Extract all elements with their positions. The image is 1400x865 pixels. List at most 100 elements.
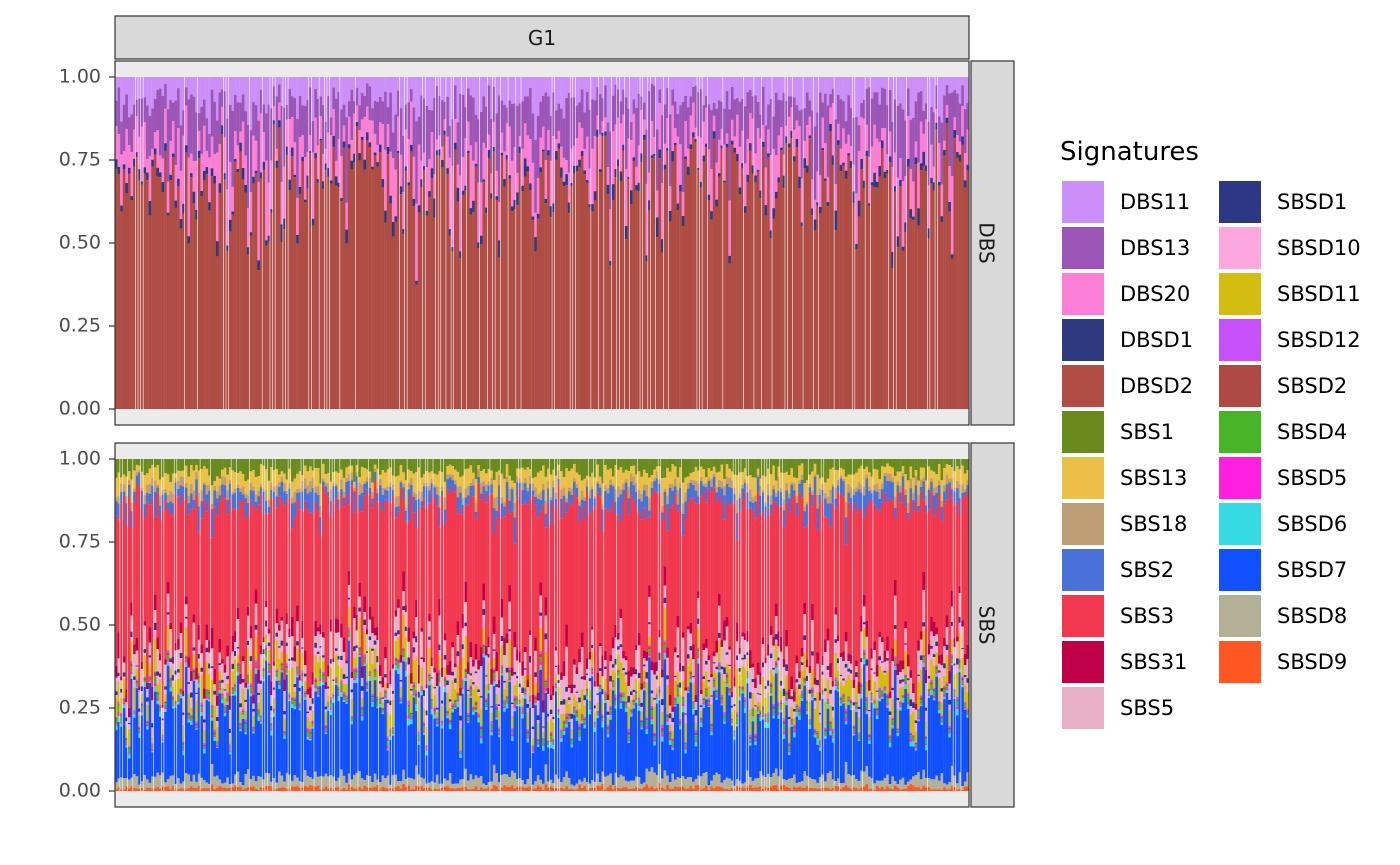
bar-segment-sbsd5 (166, 660, 170, 662)
bar-segment-sbsd8 (309, 777, 312, 786)
bar-segment-dbs20 (842, 128, 845, 163)
bar-segment-sbs1 (386, 459, 390, 470)
bar-segment-dbsd2 (278, 127, 281, 409)
bar-segment-dbsd2 (813, 230, 817, 409)
bar-segment-sbs3 (498, 505, 501, 680)
bar-segment-sbs18 (200, 489, 204, 502)
bar-segment-dbsd1 (485, 207, 488, 214)
bar-segment-dbs13 (127, 117, 131, 146)
bar-segment-sbs1 (557, 459, 561, 465)
bar-segment-sbsd5 (523, 692, 527, 695)
bar-segment-dbsd1 (500, 152, 504, 156)
bar-segment-sbsd5 (218, 687, 222, 690)
bar-segment-sbsd8 (329, 775, 333, 788)
bar-segment-dbs13 (730, 86, 734, 120)
bar-segment-dbs20 (629, 140, 633, 191)
bar-segment-dbsd2 (583, 174, 587, 409)
bar-segment-sbsd5 (177, 701, 180, 702)
bar-segment-dbs13 (397, 90, 400, 117)
bar-segment-sbs31 (153, 594, 157, 610)
bar-segment-sbs3 (182, 493, 186, 691)
bar-segment-dbsd2 (117, 174, 121, 409)
bar-segment-sbs2 (127, 484, 131, 498)
bar-segment-sbsd2 (531, 747, 535, 749)
bar-segment-dbs11 (604, 77, 607, 86)
bar-segment-dbs20 (443, 119, 447, 131)
bar-segment-sbsd9 (174, 789, 178, 791)
bar-segment-sbsd8 (485, 785, 488, 789)
bar-segment-dbs20 (676, 136, 680, 204)
bar-segment-sbsd4 (412, 687, 416, 694)
bar-segment-sbsd7 (487, 693, 491, 783)
bar-segment-sbs13 (290, 481, 294, 498)
bar-segment-sbs5 (474, 659, 478, 672)
bar-segment-sbsd11 (146, 704, 149, 721)
bar-segment-sbs3 (391, 495, 395, 665)
bar-segment-sbs5 (322, 637, 325, 656)
bar-segment-dbs20 (668, 186, 672, 211)
bar-segment-sbs31 (283, 679, 286, 691)
bar-segment-sbsd5 (153, 683, 157, 687)
bar-segment-sbsd11 (399, 686, 403, 698)
bar-segment-dbsd1 (425, 210, 429, 216)
bar-segment-sbsd10 (164, 689, 167, 694)
bar-segment-sbsd4 (446, 713, 449, 715)
bar-segment-sbs18 (397, 495, 400, 507)
bar-segment-sbsd11 (430, 684, 434, 699)
bar-segment-sbsd4 (151, 746, 154, 749)
bar-segment-sbs2 (422, 486, 426, 499)
bar-segment-dbs13 (805, 92, 809, 125)
bar-segment-dbs20 (940, 184, 944, 217)
bar-segment-dbs11 (140, 77, 144, 99)
bar-segment-sbsd7 (366, 691, 369, 776)
bar-segment-sbsd4 (516, 699, 519, 704)
bar-segment-sbsd12 (332, 693, 336, 695)
bar-segment-sbs1 (140, 459, 144, 472)
bar-segment-sbsd8 (319, 776, 323, 790)
bar-segment-sbsd4 (358, 649, 361, 653)
bar-segment-sbsd6 (151, 750, 154, 753)
bar-segment-dbs20 (723, 144, 726, 181)
bar-segment-sbs3 (184, 499, 188, 597)
bar-segment-dbsd1 (210, 168, 214, 177)
bar-segment-sbsd6 (391, 734, 395, 736)
bar-segment-sbs1 (133, 459, 136, 471)
bar-segment-sbsd10 (567, 700, 571, 705)
bar-segment-dbs13 (536, 115, 540, 179)
bar-segment-dbs20 (516, 172, 519, 193)
bar-segment-sbsd2 (495, 707, 499, 710)
bar-segment-dbs11 (430, 77, 434, 111)
bar-segment-sbsd1 (174, 670, 178, 675)
bar-segment-sbsd10 (461, 649, 465, 658)
bar-segment-sbsd2 (174, 701, 178, 704)
bar-segment-sbsd9 (508, 786, 512, 791)
bar-segment-dbs20 (837, 123, 840, 141)
bar-segment-sbsd11 (125, 725, 129, 738)
bar-segment-dbsd2 (539, 172, 543, 409)
bar-segment-dbsd2 (322, 188, 325, 409)
bar-segment-sbs13 (469, 465, 473, 483)
bar-segment-sbs13 (319, 483, 323, 506)
bar-segment-sbs2 (451, 480, 455, 487)
bar-segment-sbsd8 (510, 770, 514, 786)
bar-segment-dbs11 (314, 77, 318, 89)
bar-segment-dbs20 (510, 160, 514, 207)
bar-segment-dbs13 (148, 115, 152, 156)
bar-segment-sbs18 (495, 496, 499, 511)
bar-segment-sbs2 (213, 490, 217, 507)
bar-segment-sbsd7 (557, 717, 561, 779)
bar-segment-sbsd9 (130, 786, 134, 791)
bar-segment-sbsd6 (234, 691, 237, 696)
bar-segment-dbs20 (795, 120, 799, 139)
bar-segment-sbsd12 (298, 702, 302, 705)
bar-segment-sbsd11 (456, 664, 460, 693)
bar-segment-dbs11 (847, 77, 851, 96)
bar-segment-sbsd6 (231, 694, 235, 696)
bar-segment-sbs2 (197, 506, 201, 533)
bar-segment-dbs11 (316, 77, 320, 99)
bar-segment-dbs11 (115, 77, 118, 101)
bar-segment-sbsd11 (135, 669, 139, 680)
bar-segment-sbs13 (482, 469, 486, 482)
bar-segment-sbs3 (246, 514, 250, 607)
bar-segment-sbs13 (179, 471, 183, 477)
